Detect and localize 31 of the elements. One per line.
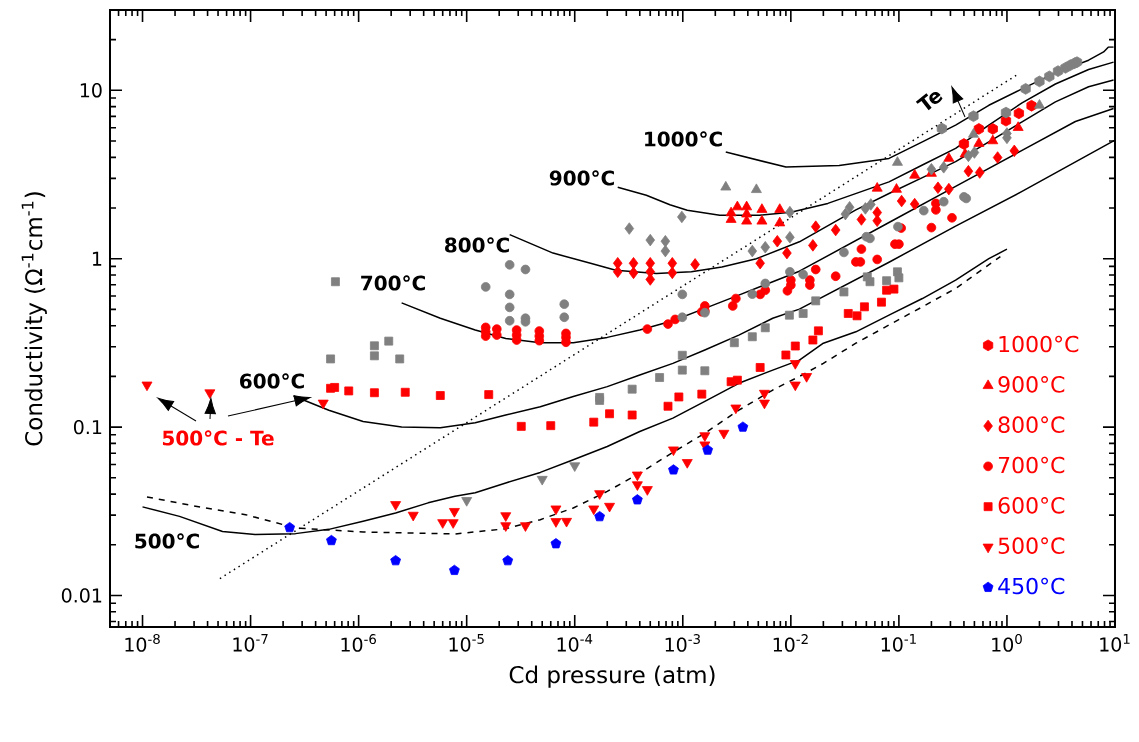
annotation: 600°C	[240, 373, 304, 389]
legend-label: 600°C	[998, 497, 1065, 514]
x-tick-label: 10$^{0}$	[992, 634, 1022, 652]
legend-label: 500°C	[998, 537, 1065, 554]
legend-label: 800°C	[998, 416, 1065, 433]
x-axis-title: Cd pressure (atm)	[509, 665, 715, 688]
x-tick-label: 10$^{-1}$	[881, 634, 916, 652]
legend-label: 700°C	[998, 456, 1065, 474]
x-tick-label: 10$^{-4}$	[557, 634, 593, 652]
x-tick-label: 10$^{-5}$	[449, 634, 484, 652]
legend-label: 450°C	[998, 577, 1065, 595]
annotation: 700°C	[361, 275, 425, 291]
legend-label: 1000°C	[999, 335, 1079, 353]
x-tick-label: 10$^{1}$	[1100, 634, 1130, 652]
x-tick-label: 10$^{-2}$	[773, 634, 808, 652]
annotation: 1000°C	[645, 131, 722, 147]
annotation: Te	[915, 91, 943, 111]
annotation: 800°C	[445, 237, 509, 253]
y-tick-label: 0.1	[73, 419, 102, 435]
y-tick-label: 0.01	[61, 588, 102, 603]
annotation: 500°C	[135, 533, 199, 549]
annotation: 500°C - Te	[162, 430, 274, 446]
x-tick-label: 10$^{-7}$	[233, 634, 268, 652]
x-tick-label: 10$^{-8}$	[125, 634, 160, 652]
y-tick-label: 1	[92, 251, 102, 266]
x-tick-label: 10$^{-6}$	[341, 634, 377, 652]
y-tick-label: 10	[80, 83, 102, 98]
legend-label: 900°C	[998, 376, 1065, 393]
x-tick-label: 10$^{-3}$	[665, 634, 700, 652]
annotation: 900°C	[549, 170, 614, 186]
y-axis-title: Conductivity (Ω$^{-1}$cm$^{-1}$)	[21, 192, 47, 446]
